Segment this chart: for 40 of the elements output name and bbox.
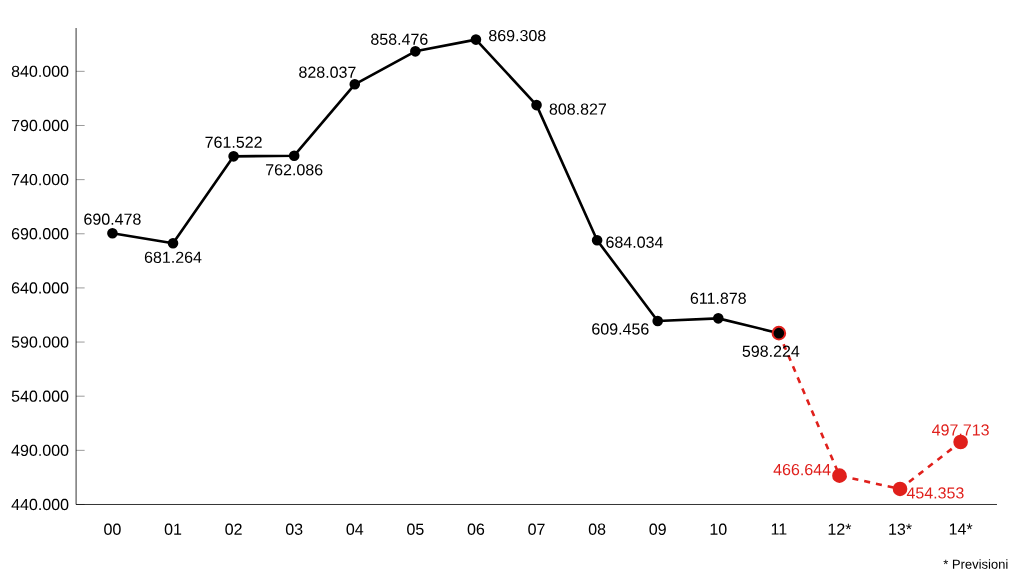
data-label: 681.264 xyxy=(144,251,202,263)
x-tick-label: 12* xyxy=(828,523,852,535)
x-tick-label: 07 xyxy=(528,523,545,535)
x-tick-label: 13* xyxy=(889,523,912,535)
data-label: 858.476 xyxy=(371,33,428,45)
y-tick-label: 590.000 xyxy=(11,336,69,348)
x-tick-label: 02 xyxy=(225,523,242,535)
y-tick-label: 640.000 xyxy=(11,282,69,294)
y-tick-label: 440.000 xyxy=(11,498,69,510)
text: * Previsioni xyxy=(943,559,1008,569)
data-label: 808.827 xyxy=(549,103,607,115)
x-tick-label: 03 xyxy=(285,523,303,535)
data-label: 869.308 xyxy=(489,29,546,42)
data-label: 684.034 xyxy=(606,236,663,248)
x-tick-label: 14* xyxy=(949,523,973,535)
x-tick-label: 00 xyxy=(104,523,121,535)
x-tick-label: 08 xyxy=(588,523,606,535)
x-tick-label: 01 xyxy=(164,523,182,535)
x-tick-label: 11 xyxy=(771,523,787,535)
y-tick-label: 740.000 xyxy=(11,173,69,186)
x-tick-label: 09 xyxy=(649,523,666,535)
x-tick-label: 06 xyxy=(467,523,485,535)
data-label: 454.353 xyxy=(906,487,964,499)
y-tick-label: 540.000 xyxy=(11,390,69,402)
y-tick-label: 690.000 xyxy=(11,227,69,240)
data-label: 828.037 xyxy=(299,66,356,78)
x-tick-label: 04 xyxy=(346,523,364,535)
data-label: 611.878 xyxy=(690,292,746,304)
data-label: 762.086 xyxy=(266,163,323,176)
y-tick-label: 790.000 xyxy=(11,119,69,131)
data-label: 690.478 xyxy=(84,213,141,225)
data-label: 761.522 xyxy=(205,136,262,148)
data-label: 609.456 xyxy=(592,323,649,335)
data-label: 466.644 xyxy=(773,463,831,476)
y-tick-label: 840.000 xyxy=(11,65,69,77)
data-label: 497.713 xyxy=(932,424,989,436)
x-tick-label: 10 xyxy=(710,523,727,535)
y-tick-label: 490.000 xyxy=(11,444,69,456)
data-label: 598.224 xyxy=(742,345,800,357)
x-tick-label: 05 xyxy=(407,523,424,535)
